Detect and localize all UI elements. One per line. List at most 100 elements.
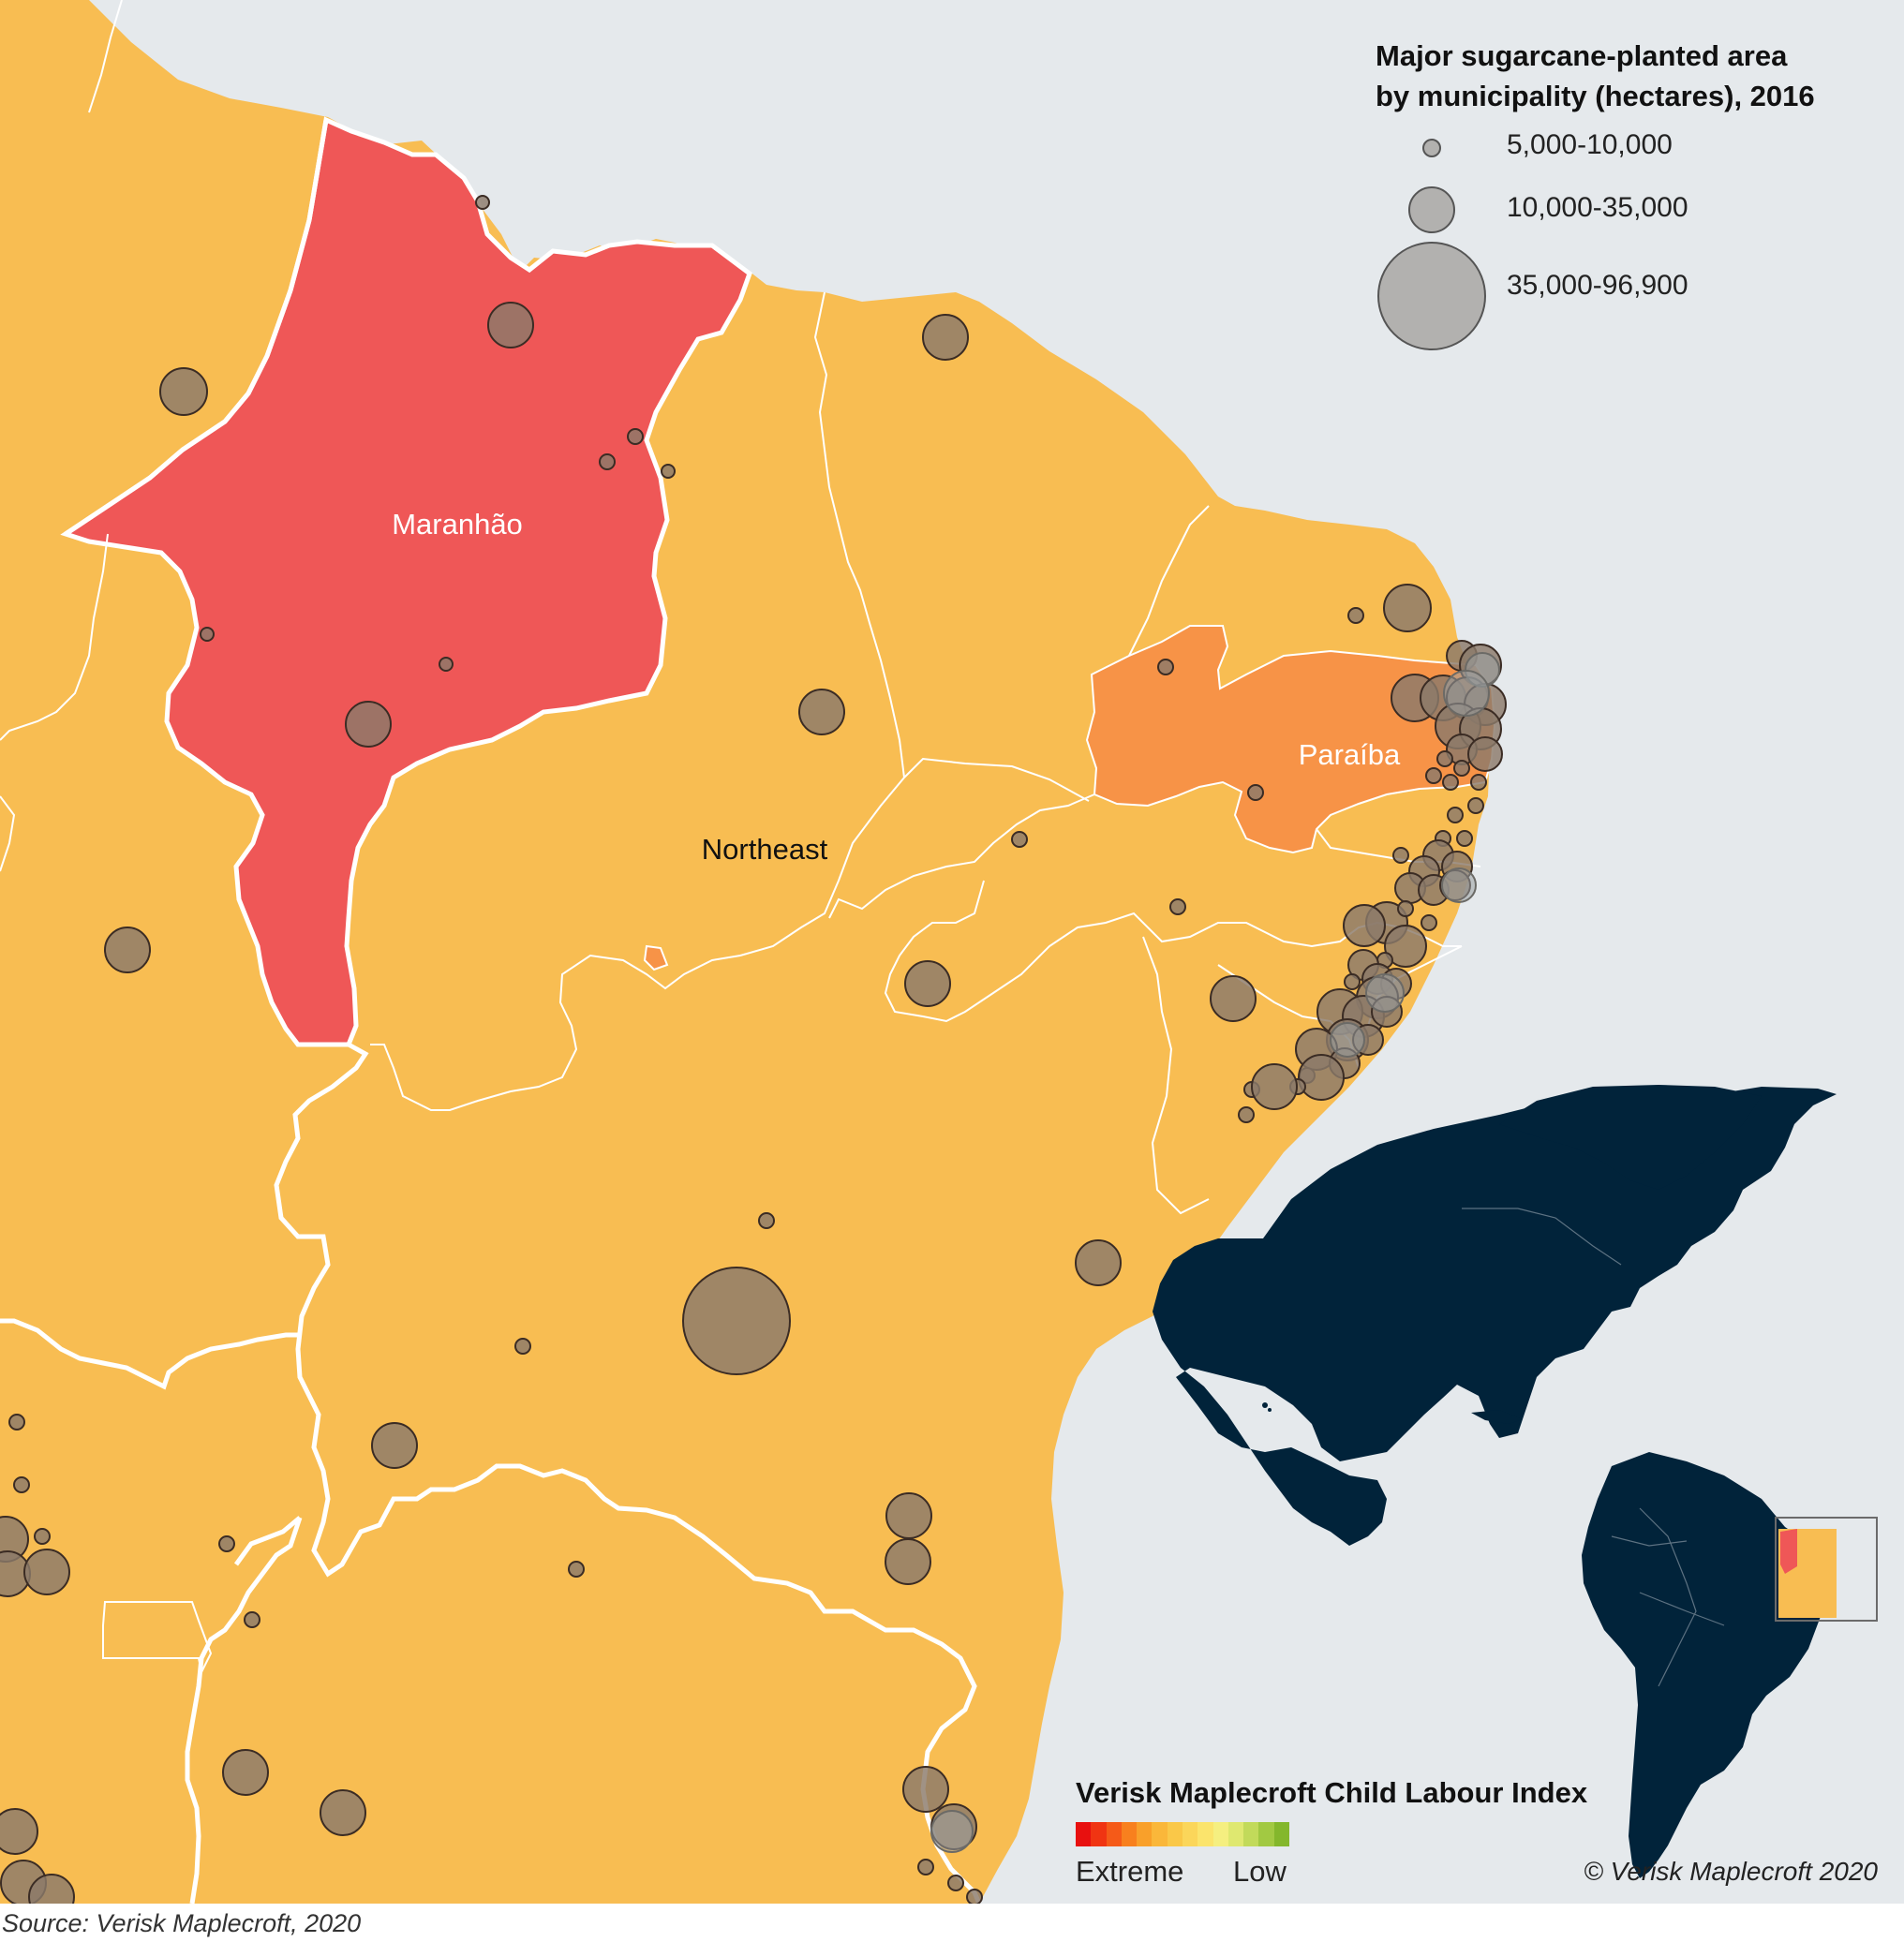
bubble-small — [1421, 914, 1437, 931]
index-color-step-4 — [1137, 1822, 1153, 1846]
legend-circle-large — [1377, 242, 1486, 350]
legend-circle-medium — [1408, 186, 1455, 233]
maranhao-label: Maranhão — [392, 508, 523, 541]
enclave-patch — [643, 944, 669, 971]
legend-row-medium: 10,000-35,000 — [1376, 192, 1900, 304]
legend-label-medium: 10,000-35,000 — [1507, 192, 1688, 223]
bubble-small — [1456, 830, 1473, 847]
bubble-small — [1470, 774, 1487, 791]
bubble-small — [8, 1414, 25, 1431]
sugarcane-bubbles-light — [930, 652, 1500, 1853]
bubble-small — [917, 1859, 934, 1875]
bubble-small — [244, 1611, 260, 1628]
inset-borders — [1462, 1208, 1725, 1687]
bubble-small — [627, 428, 644, 445]
bubble-medium — [885, 1492, 932, 1539]
bubble-small — [1169, 898, 1186, 915]
bubble-large — [682, 1267, 791, 1375]
index-color-bar — [1076, 1822, 1289, 1846]
bubble-small — [1442, 774, 1459, 791]
northeast-label: Northeast — [702, 833, 828, 866]
bubble-small — [1397, 900, 1414, 917]
legend-row-small: 5,000-10,000 — [1376, 129, 1900, 242]
bubble-medium — [885, 1538, 931, 1585]
copyright-notice: © Verisk Maplecroft 2020 — [1584, 1857, 1878, 1886]
bubble-small — [1447, 807, 1464, 823]
inset-locator-map — [1778, 1529, 1837, 1618]
bubble-medium — [1251, 1063, 1298, 1110]
sugarcane-bubbles[interactable] — [0, 195, 1507, 1904]
bubble-medium — [23, 1549, 70, 1595]
bubble-medium — [902, 1766, 949, 1813]
bubble-small — [1436, 750, 1453, 767]
bubble-small — [439, 657, 454, 672]
bubble-small — [34, 1528, 51, 1545]
bubble-medium — [0, 1808, 38, 1855]
bubble-small — [475, 195, 490, 210]
legend-title: Major sugarcane-planted area by municipa… — [1376, 36, 1882, 116]
bubble-medium — [1384, 925, 1427, 968]
bubble-small — [218, 1535, 235, 1552]
bubble-small — [13, 1476, 30, 1493]
maranhao-region[interactable] — [60, 116, 752, 1047]
bubble-small — [966, 1889, 983, 1904]
bubble-small — [1453, 760, 1470, 777]
index-color-step-8 — [1197, 1822, 1213, 1846]
index-color-step-3 — [1121, 1822, 1138, 1846]
bubble-medium — [104, 927, 151, 973]
bubble-medium — [28, 1874, 75, 1904]
bubble-medium — [320, 1789, 366, 1836]
legend-circle-small — [1422, 139, 1441, 157]
index-color-step-10 — [1227, 1822, 1244, 1846]
bubble-medium — [1343, 904, 1386, 947]
paraiba-label: Paraíba — [1299, 738, 1401, 771]
paraiba-region[interactable] — [1085, 625, 1496, 854]
bubble-small — [1467, 797, 1484, 814]
legend-label-small: 5,000-10,000 — [1507, 129, 1673, 160]
bubble-small — [1157, 659, 1174, 675]
bubble-medium — [222, 1749, 269, 1796]
index-color-step-2 — [1106, 1822, 1122, 1846]
index-color-step-7 — [1182, 1822, 1198, 1846]
inset-locator-box — [1775, 1517, 1878, 1622]
americas-inset — [1153, 1085, 1837, 1878]
bubble-small — [1344, 973, 1361, 990]
bubble-medium — [922, 314, 969, 361]
index-color-step-1 — [1091, 1822, 1107, 1846]
bubble-small — [599, 453, 616, 470]
index-color-step-5 — [1152, 1822, 1168, 1846]
bubble-small — [514, 1338, 531, 1355]
index-color-step-13 — [1273, 1822, 1289, 1846]
legend-label-large: 35,000-96,900 — [1507, 270, 1688, 301]
legend-symbols — [1377, 139, 1486, 350]
bubble-small — [1011, 831, 1028, 848]
bubble-medium — [371, 1422, 418, 1469]
bubble-small — [568, 1561, 585, 1578]
index-color-step-9 — [1212, 1822, 1228, 1846]
bubble-medium — [1383, 584, 1432, 632]
bubble-small — [1247, 784, 1264, 801]
index-label-extreme: Extreme — [1076, 1855, 1184, 1888]
bubble-medium — [1298, 1054, 1345, 1101]
bubble-medium — [1075, 1239, 1122, 1286]
bubble-medium — [1210, 975, 1257, 1022]
bubble-small — [1347, 607, 1364, 624]
bubble-small — [200, 627, 215, 642]
index-label-low: Low — [1233, 1855, 1287, 1888]
bubble-small — [947, 1875, 964, 1891]
bubble-medium — [904, 960, 951, 1007]
bubble-medium — [798, 689, 845, 735]
bubble-medium — [487, 302, 534, 348]
south-america-shape — [1582, 1452, 1827, 1878]
greenland-shape — [1499, 1085, 1762, 1190]
index-color-step-12 — [1258, 1822, 1274, 1846]
bubble-small — [1467, 736, 1503, 772]
bubble-small — [1425, 767, 1442, 784]
legend-row-large: 35,000-96,900 — [1376, 270, 1900, 382]
bubble-small — [1238, 1106, 1255, 1123]
source-note: Source: Verisk Maplecroft, 2020 — [2, 1909, 362, 1937]
legend-title-line2: by municipality (hectares), 2016 — [1376, 80, 1815, 112]
bubble-medium — [159, 367, 208, 416]
